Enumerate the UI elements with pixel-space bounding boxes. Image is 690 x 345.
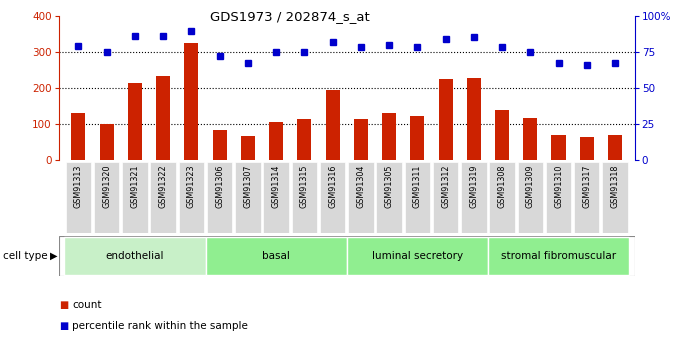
FancyBboxPatch shape (64, 237, 206, 275)
FancyBboxPatch shape (404, 162, 430, 233)
FancyBboxPatch shape (150, 162, 176, 233)
Bar (99, 124, 114, 160)
FancyBboxPatch shape (376, 162, 402, 233)
Bar (241, 136, 255, 160)
Bar (411, 116, 424, 160)
FancyBboxPatch shape (574, 162, 600, 233)
Text: GSM91314: GSM91314 (272, 164, 281, 208)
Text: ▶: ▶ (50, 251, 58, 261)
FancyBboxPatch shape (122, 162, 148, 233)
Text: GSM91316: GSM91316 (328, 164, 337, 208)
FancyBboxPatch shape (433, 162, 458, 233)
Bar (297, 119, 311, 160)
Bar (71, 113, 86, 160)
Text: stromal fibromuscular: stromal fibromuscular (501, 251, 616, 261)
Text: GSM91309: GSM91309 (526, 164, 535, 208)
Bar (466, 78, 481, 160)
Text: GSM91306: GSM91306 (215, 164, 224, 208)
Text: GSM91307: GSM91307 (244, 164, 253, 208)
Text: cell type: cell type (3, 251, 48, 261)
Bar (156, 76, 170, 160)
Text: GSM91305: GSM91305 (384, 164, 393, 208)
FancyBboxPatch shape (602, 162, 628, 233)
Bar (608, 135, 622, 160)
Text: GSM91318: GSM91318 (611, 164, 620, 208)
FancyBboxPatch shape (207, 162, 233, 233)
Bar (551, 135, 566, 160)
Text: GSM91308: GSM91308 (497, 164, 506, 208)
Bar (580, 137, 594, 160)
Text: GSM91323: GSM91323 (187, 164, 196, 208)
FancyBboxPatch shape (320, 162, 345, 233)
FancyBboxPatch shape (489, 162, 515, 233)
Text: ■: ■ (59, 300, 68, 310)
FancyBboxPatch shape (292, 162, 317, 233)
Bar (495, 110, 509, 160)
Bar (128, 82, 142, 160)
Bar (439, 79, 453, 160)
Bar (184, 43, 199, 160)
FancyBboxPatch shape (206, 237, 347, 275)
Text: ■: ■ (59, 321, 68, 331)
Text: GSM91304: GSM91304 (356, 164, 365, 208)
FancyBboxPatch shape (488, 237, 629, 275)
Text: percentile rank within the sample: percentile rank within the sample (72, 321, 248, 331)
FancyBboxPatch shape (518, 162, 543, 233)
FancyBboxPatch shape (66, 162, 91, 233)
Text: GSM91321: GSM91321 (130, 164, 139, 208)
Text: GSM91311: GSM91311 (413, 164, 422, 208)
Text: luminal secretory: luminal secretory (372, 251, 463, 261)
Bar (354, 119, 368, 160)
Bar (523, 118, 538, 160)
FancyBboxPatch shape (264, 162, 289, 233)
FancyBboxPatch shape (94, 162, 119, 233)
FancyBboxPatch shape (461, 162, 486, 233)
Text: GSM91313: GSM91313 (74, 164, 83, 208)
FancyBboxPatch shape (179, 162, 204, 233)
Bar (269, 122, 283, 160)
Text: GSM91320: GSM91320 (102, 164, 111, 208)
Text: GDS1973 / 202874_s_at: GDS1973 / 202874_s_at (210, 10, 370, 23)
Text: GSM91317: GSM91317 (582, 164, 591, 208)
FancyBboxPatch shape (347, 237, 488, 275)
Text: GSM91312: GSM91312 (441, 164, 450, 208)
Bar (326, 90, 339, 160)
Bar (382, 113, 396, 160)
FancyBboxPatch shape (546, 162, 571, 233)
FancyBboxPatch shape (235, 162, 261, 233)
FancyBboxPatch shape (348, 162, 373, 233)
Text: endothelial: endothelial (106, 251, 164, 261)
Text: GSM91322: GSM91322 (159, 164, 168, 208)
Text: GSM91310: GSM91310 (554, 164, 563, 208)
Text: count: count (72, 300, 102, 310)
Text: basal: basal (262, 251, 290, 261)
Bar (213, 130, 227, 160)
Text: GSM91319: GSM91319 (469, 164, 478, 208)
Text: GSM91315: GSM91315 (300, 164, 309, 208)
